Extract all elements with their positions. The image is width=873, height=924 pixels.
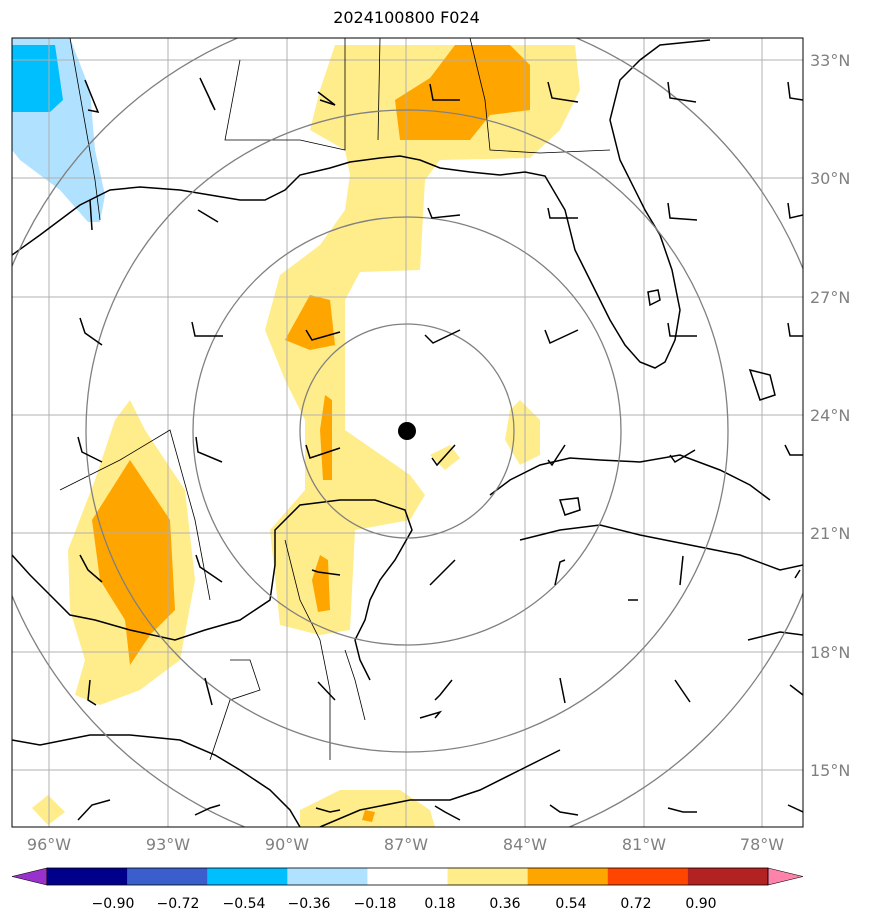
lon-label: 93°W (146, 835, 190, 854)
colorbar-tick-label: −0.36 (288, 896, 331, 912)
lat-label: 24°N (810, 406, 850, 425)
lon-label: 78°W (740, 835, 784, 854)
negative-field (12, 38, 105, 222)
lat-label: 30°N (810, 169, 850, 188)
map-area (12, 38, 803, 827)
colorbar-cell (687, 868, 769, 885)
colorbar-ticks: −0.90 −0.72 −0.54 −0.36 −0.18 0.18 0.36 … (92, 896, 717, 912)
colorbar-tick-label: 0.54 (555, 896, 586, 912)
colorbar-extend-high (767, 867, 804, 886)
colorbar-tick-label: 0.90 (685, 896, 716, 912)
colorbar-cell (47, 868, 128, 885)
lat-label: 21°N (810, 524, 850, 543)
colorbar-tick-label: −0.18 (354, 896, 397, 912)
lat-label: 27°N (810, 288, 850, 307)
colorbar-cell (607, 868, 689, 885)
colorbar-cell (367, 868, 449, 885)
colorbar-tick-label: −0.90 (92, 896, 135, 912)
latitude-labels: 33°N 30°N 27°N 24°N 21°N 18°N 15°N (810, 51, 850, 780)
colorbar-tick-label: 0.72 (620, 896, 651, 912)
distance-rings (12, 38, 803, 827)
colorbar-tick-label: −0.72 (157, 896, 200, 912)
colorbar-extend-low (11, 867, 48, 886)
wind-barbs (77, 77, 803, 821)
lon-label: 87°W (384, 835, 428, 854)
storm-center-dot (398, 422, 416, 440)
colorbar-cells (11, 867, 804, 886)
lat-label: 18°N (810, 643, 850, 662)
colorbar-cell (287, 868, 368, 885)
colorbar: −0.90 −0.72 −0.54 −0.36 −0.18 0.18 0.36 … (11, 867, 804, 912)
map-frame (11, 37, 804, 828)
lat-lon-grid (12, 38, 803, 827)
colorbar-cell (207, 868, 288, 885)
lon-label: 90°W (265, 835, 309, 854)
colorbar-frame (46, 867, 769, 886)
colorbar-cell (447, 868, 529, 885)
lat-label: 15°N (810, 761, 850, 780)
lat-label: 33°N (810, 51, 850, 70)
colorbar-tick-label: −0.54 (223, 896, 266, 912)
colorbar-tick-label: 0.18 (424, 896, 455, 912)
positive-field-mid (92, 45, 530, 822)
lon-label: 81°W (622, 835, 666, 854)
map-title: 2024100800 F024 (333, 8, 480, 27)
colorbar-cell (127, 868, 208, 885)
borders (59, 38, 611, 761)
lon-label: 96°W (27, 835, 71, 854)
longitude-labels: 96°W 93°W 90°W 87°W 84°W 81°W 78°W (27, 835, 784, 854)
colorbar-cell (527, 868, 609, 885)
positive-field-low (32, 45, 580, 827)
lon-label: 84°W (503, 835, 547, 854)
colorbar-tick-label: 0.36 (489, 896, 520, 912)
